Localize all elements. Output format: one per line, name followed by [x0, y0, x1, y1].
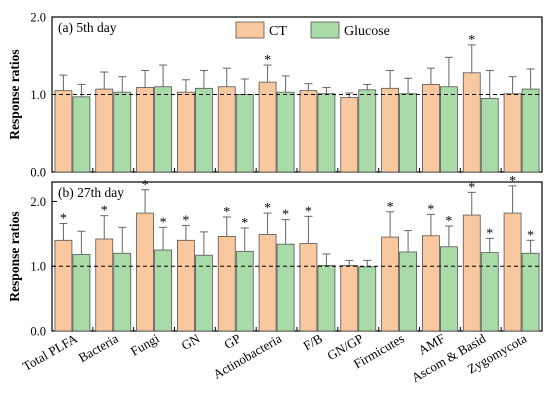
bar [217, 86, 236, 173]
y-tick-label: 1.0 [30, 88, 46, 102]
bar [381, 236, 399, 332]
legend-swatch [310, 21, 340, 39]
significance-marker: * [305, 204, 312, 219]
significance-marker: * [445, 214, 452, 229]
category-label: GN [179, 330, 203, 353]
bar [399, 93, 417, 173]
significance-marker: * [241, 216, 248, 231]
y-axis-title: Response ratios [7, 49, 22, 139]
bar [235, 250, 254, 332]
bar [258, 81, 277, 173]
bar [95, 238, 114, 332]
legend-label: CT [269, 24, 287, 39]
bar [381, 87, 399, 173]
significance-marker: * [182, 213, 189, 228]
bar [503, 93, 522, 173]
bar [440, 246, 458, 332]
y-tick-label: 0.0 [30, 325, 46, 339]
y-tick-label: 2.0 [30, 11, 46, 25]
bar [154, 249, 172, 332]
significance-marker: * [468, 33, 475, 48]
bar [358, 89, 377, 173]
bar [340, 97, 359, 173]
bar [154, 86, 172, 173]
bar [235, 94, 254, 173]
bar [113, 91, 132, 173]
legend-label: Glucose [344, 24, 390, 39]
bar [440, 86, 458, 173]
bar [276, 243, 295, 332]
y-tick-label: 1.0 [30, 260, 46, 274]
significance-marker: * [282, 208, 289, 223]
bar [299, 90, 318, 173]
significance-marker: * [387, 200, 394, 215]
bar [95, 88, 114, 173]
bar [136, 212, 154, 332]
bar [399, 251, 417, 332]
significance-marker: * [101, 204, 108, 219]
bar [340, 265, 359, 332]
bar [480, 97, 499, 173]
bar [299, 243, 318, 332]
bar [54, 90, 73, 173]
bar [317, 93, 336, 173]
bar [462, 214, 481, 332]
bar [317, 265, 336, 332]
bar [177, 91, 195, 173]
significance-marker: * [527, 228, 534, 243]
significance-marker: * [264, 201, 271, 216]
bar [217, 236, 236, 332]
bar [195, 87, 213, 173]
bar [136, 87, 154, 173]
significance-marker: * [223, 205, 230, 220]
bar [462, 72, 481, 173]
significance-marker: * [160, 215, 167, 230]
bar [480, 252, 499, 332]
bar [422, 84, 440, 173]
category-label: Bacteria [76, 330, 121, 365]
significance-marker: * [509, 174, 516, 189]
y-axis-title: Response ratios [7, 211, 22, 301]
bar [503, 212, 522, 332]
significance-marker: * [60, 211, 67, 226]
significance-marker: * [264, 53, 271, 68]
panel-label: (a) 5th day [58, 20, 117, 35]
bar [358, 266, 377, 332]
category-label: GP [221, 331, 243, 352]
bar [521, 88, 540, 173]
panel-label: (b) 27th day [58, 185, 124, 200]
y-tick-label: 2.0 [30, 195, 46, 209]
bar [72, 96, 91, 173]
legend-swatch [235, 21, 265, 39]
significance-marker: * [427, 202, 434, 217]
bar [54, 239, 73, 332]
bar [422, 235, 440, 332]
bar [521, 252, 540, 332]
category-label: Fungi [128, 330, 162, 358]
category-label: F/B [301, 330, 326, 353]
bar [276, 91, 295, 173]
y-tick-label: 0.0 [30, 166, 46, 180]
significance-marker: * [468, 180, 475, 195]
significance-marker: * [486, 226, 493, 241]
significance-marker: * [142, 178, 149, 193]
bar [177, 239, 195, 332]
category-label: Total PLFA [20, 330, 81, 374]
bar [113, 252, 132, 332]
bar [258, 234, 277, 332]
